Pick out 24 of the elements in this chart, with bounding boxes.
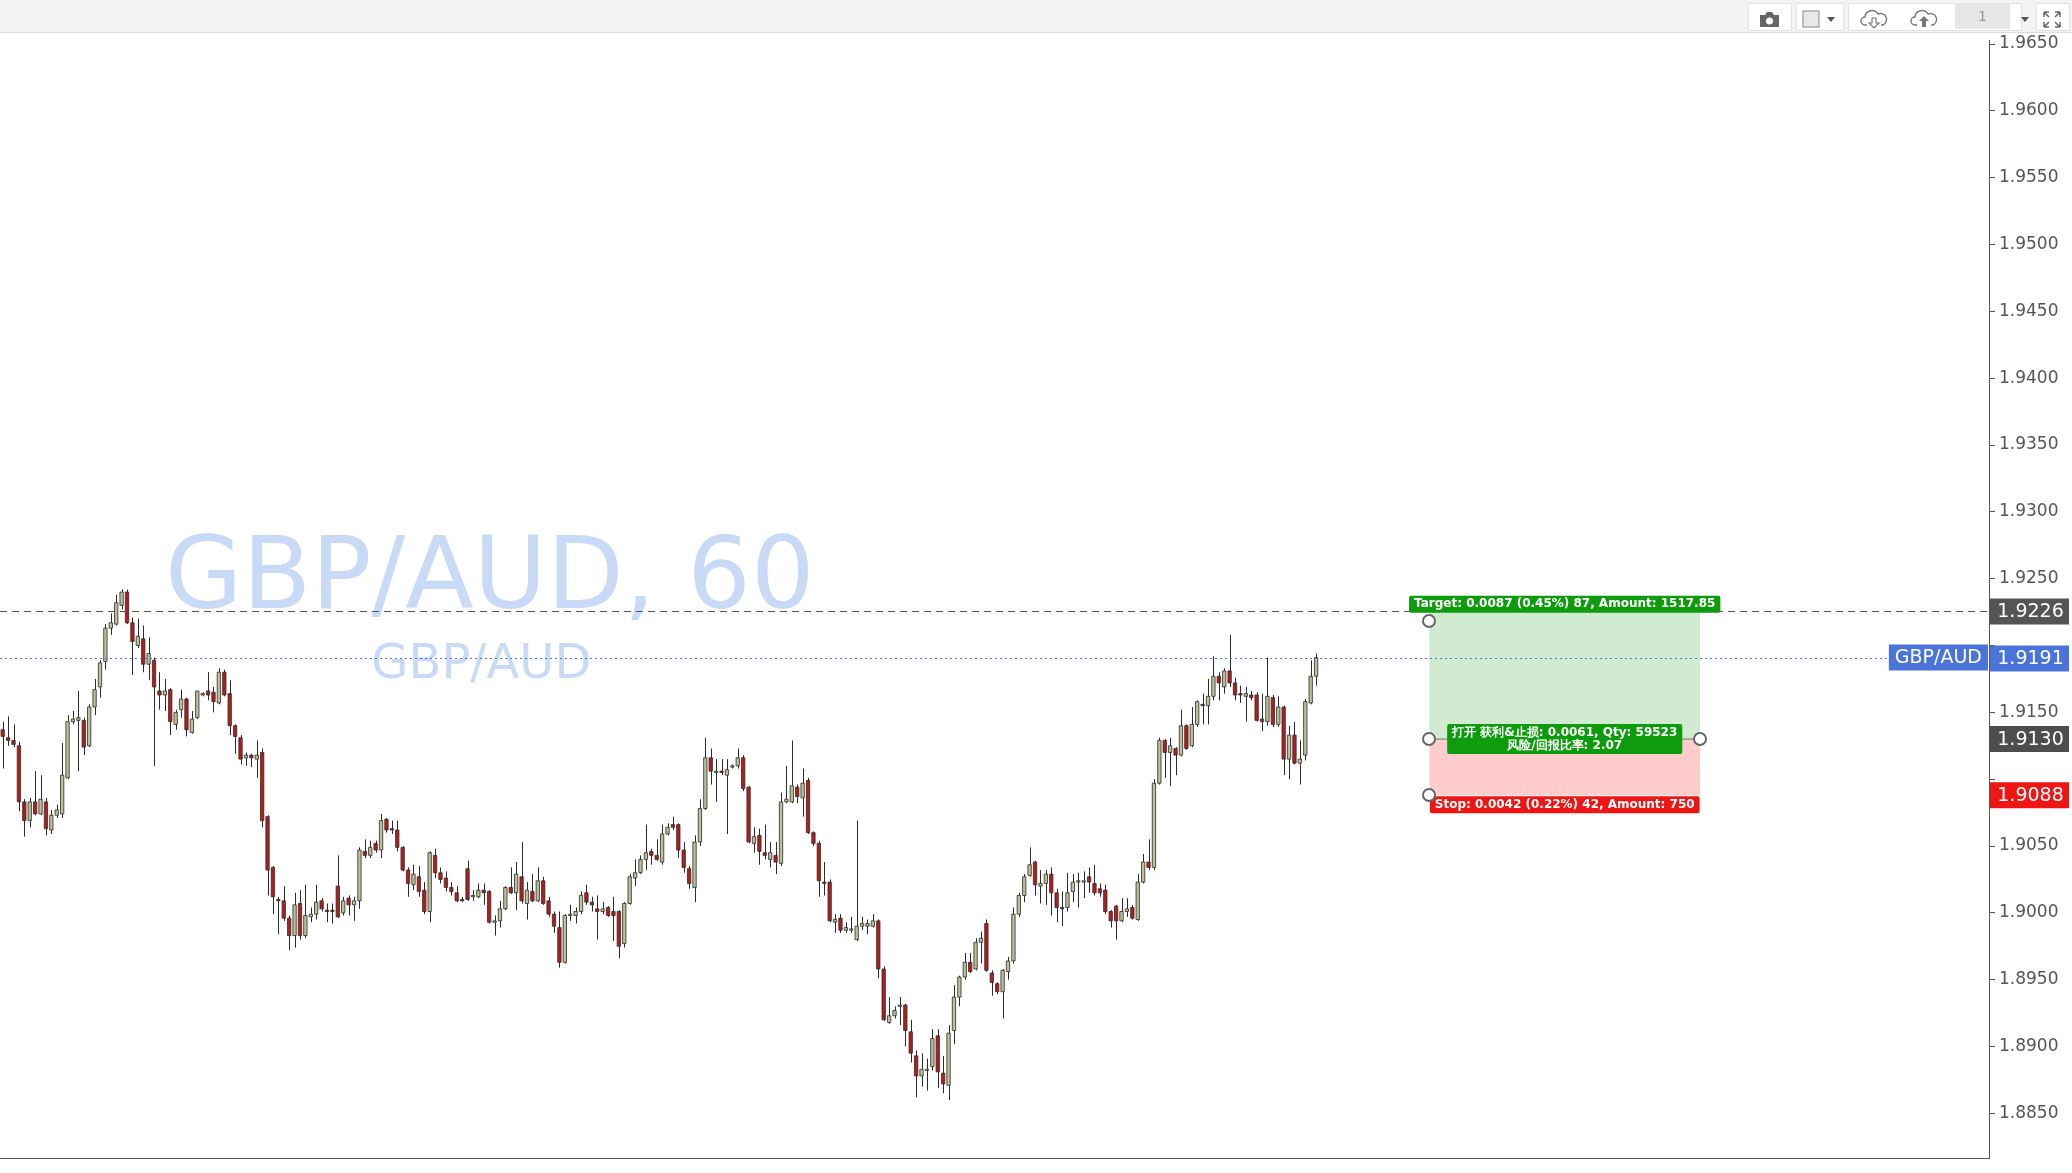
y-tick-label: 1.9150	[1999, 700, 2059, 721]
y-tick-label: 1.8850	[1999, 1101, 2059, 1122]
y-tick-label: 1.9350	[1999, 433, 2059, 454]
y-tick-label: 1.9650	[1999, 32, 2059, 53]
band-label: Target: 0.0087 (0.45%) 87, Amount: 1517.85	[1414, 596, 1716, 611]
y-tick-label: 1.9450	[1999, 299, 2059, 320]
y-tick-label: 1.9500	[1999, 232, 2059, 253]
band-label: Stop: 0.0042 (0.22%) 42, Amount: 750	[1434, 796, 1695, 811]
y-tick-label: 1.9000	[1999, 901, 2059, 922]
annotation: GBP/AUD	[1894, 645, 1982, 668]
y-tick-label: 1.8950	[1999, 968, 2059, 989]
ref-line-label: 1.9226	[1997, 599, 2064, 622]
y-tick-label: 1.9400	[1999, 366, 2059, 387]
y-tick-label: 1.9550	[1999, 166, 2059, 187]
y-tick-label: 1.9250	[1999, 567, 2059, 588]
annotation: 打开 获利&止损: 0.0061, Qty: 59523 风险/回报比率: 2.07	[1451, 724, 1678, 752]
y-tick-label: 1.9300	[1999, 500, 2059, 521]
y-tick-label: 1.9600	[1999, 99, 2059, 120]
text: 1.9130	[1997, 727, 2064, 750]
y-tick-label: 1.9050	[1999, 834, 2059, 855]
text: 1.9088	[1997, 783, 2064, 806]
ref-line-label: 1.9191	[1997, 646, 2064, 669]
y-tick-label: 1.8900	[1999, 1034, 2059, 1055]
text: 1	[1955, 3, 2010, 29]
